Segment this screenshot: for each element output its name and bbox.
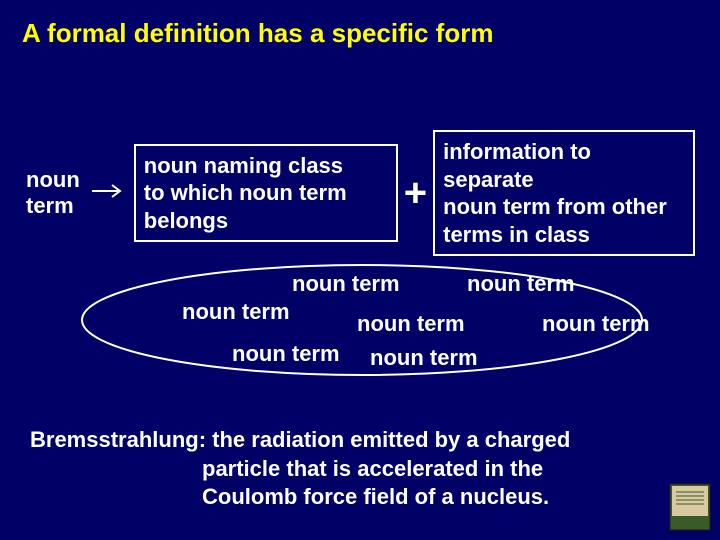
- plus-symbol: +: [404, 171, 427, 216]
- slide-title: A formal definition has a specific form: [22, 18, 493, 49]
- cloud-item: noun term: [467, 271, 575, 297]
- noun-term-cloud: noun term noun term noun term noun term …: [122, 269, 662, 369]
- example-line2: particle that is accelerated in the: [30, 455, 670, 484]
- cloud-item: noun term: [182, 299, 290, 325]
- genus-box: noun naming class to which noun term bel…: [134, 144, 398, 243]
- box1-line1: noun naming class: [144, 153, 343, 178]
- box2-line1: information to separate: [443, 139, 591, 192]
- cloud-item: noun term: [292, 271, 400, 297]
- box2-line3: terms in class: [443, 222, 590, 247]
- cloud-item: noun term: [357, 311, 465, 337]
- cloud-item: noun term: [232, 341, 340, 367]
- example-line1: Bremsstrahlung: the radiation emitted by…: [30, 427, 570, 452]
- book-icon: [666, 478, 714, 534]
- lhs-line1: noun: [26, 167, 80, 192]
- box1-line3: belongs: [144, 208, 228, 233]
- example-definition: Bremsstrahlung: the radiation emitted by…: [30, 426, 670, 512]
- class-ellipse: noun term noun term noun term noun term …: [72, 255, 652, 385]
- example-line3: Coulomb force field of a nucleus.: [30, 483, 670, 512]
- formula-row: noun term noun naming class to which nou…: [0, 130, 720, 256]
- box1-line2: to which noun term: [144, 180, 347, 205]
- cloud-item: noun term: [542, 311, 650, 337]
- box2-line2: noun term from other: [443, 194, 667, 219]
- differentia-box: information to separate noun term from o…: [433, 130, 695, 256]
- cloud-item: noun term: [370, 345, 478, 371]
- lhs-noun-term: noun term: [26, 167, 80, 220]
- lhs-line2: term: [26, 193, 74, 218]
- arrow-icon: [90, 182, 126, 205]
